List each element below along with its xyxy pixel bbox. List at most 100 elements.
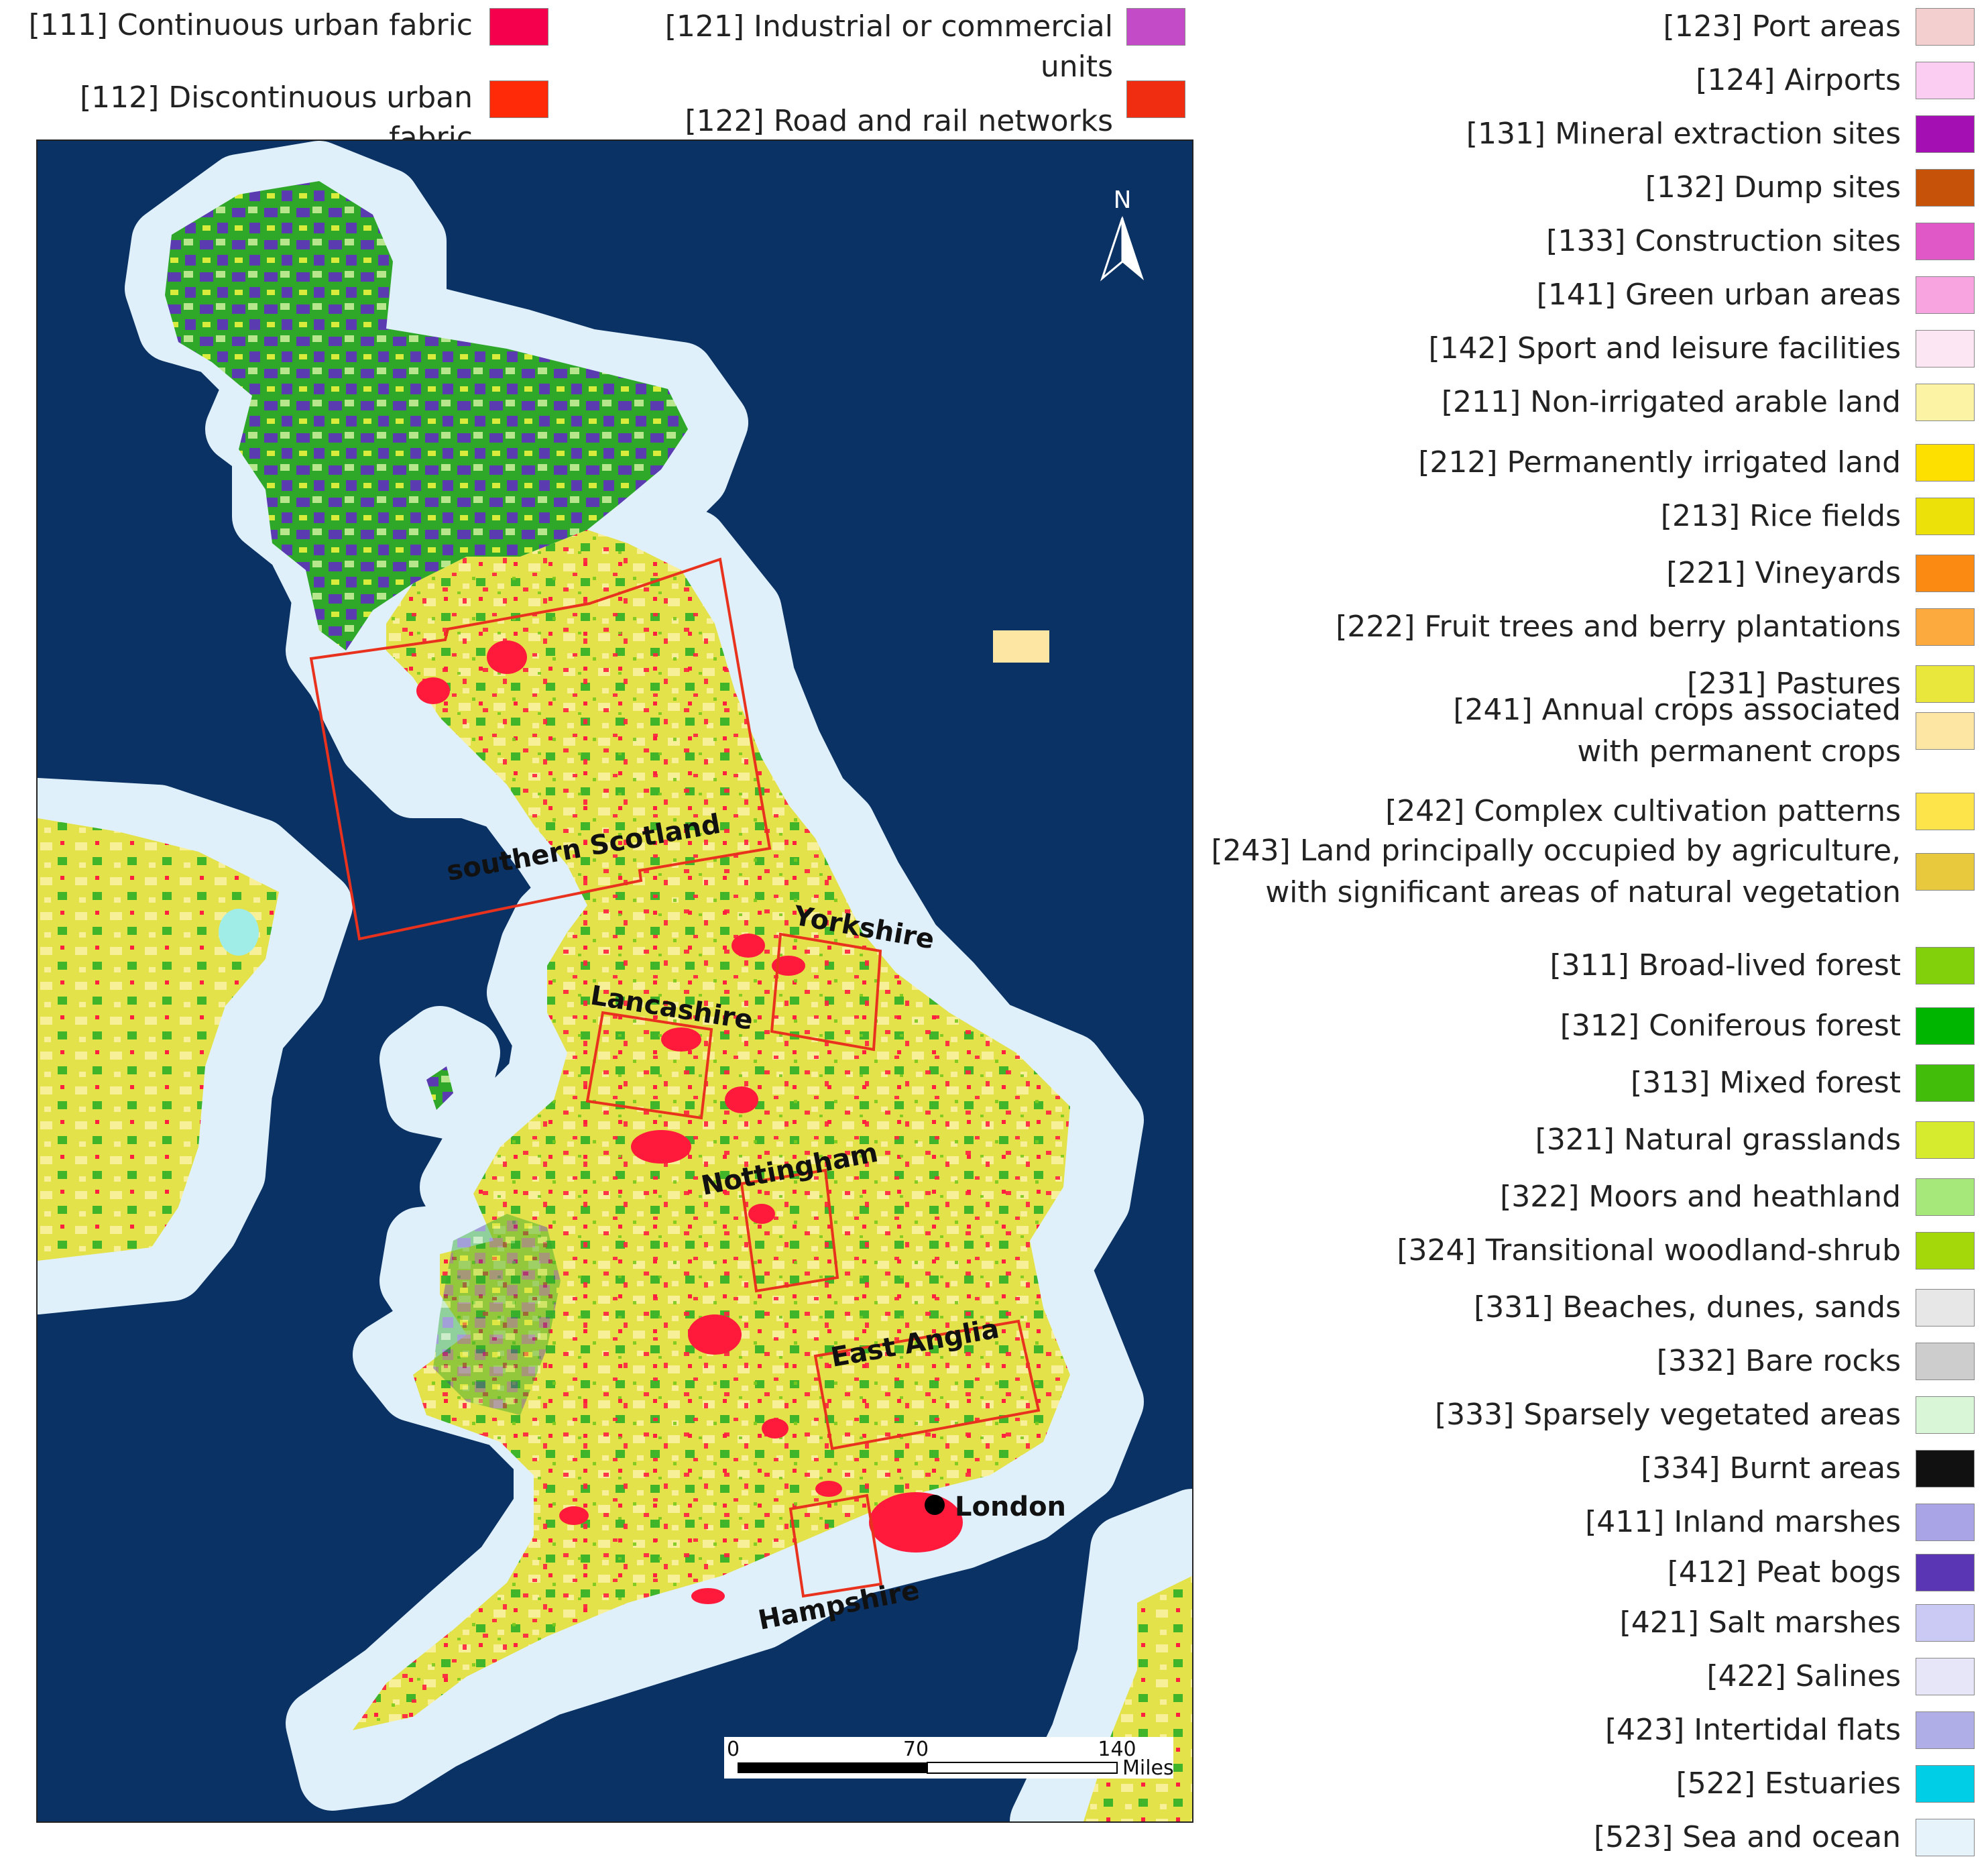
legend-label: [411] Inland marshes — [1585, 1505, 1901, 1539]
study-box-hampshire — [788, 1494, 883, 1598]
legend-label: [333] Sparsely vegetated areas — [1434, 1398, 1901, 1432]
legend-item: [133] Construction sites — [1220, 221, 1988, 262]
legend-item: [523] Sea and ocean — [1220, 1817, 1988, 1858]
legend-swatch — [1916, 1711, 1975, 1749]
legend-label: [211] Non-irrigated arable land — [1441, 385, 1901, 419]
legend-swatch-122 — [1126, 80, 1185, 118]
legend-label: [332] Bare rocks — [1656, 1344, 1901, 1378]
study-box-lancashire — [585, 1011, 713, 1120]
legend-swatch — [1916, 384, 1975, 421]
legend-swatch — [1916, 1658, 1975, 1695]
legend-swatch — [1916, 8, 1975, 46]
study-box-nottingham — [740, 1168, 839, 1293]
legend-label: [421] Salt marshes — [1619, 1605, 1901, 1640]
legend-label: [331] Beaches, dunes, sands — [1474, 1290, 1901, 1325]
legend-swatch-121 — [1126, 8, 1185, 46]
legend-label: [242] Complex cultivation patterns — [1385, 794, 1901, 828]
legend-item: [322] Moors and heathland — [1220, 1176, 1988, 1218]
legend-swatch — [1916, 1178, 1975, 1216]
legend-label: [133] Construction sites — [1546, 224, 1901, 258]
legend-label: [212] Permanently irrigated land — [1418, 445, 1901, 480]
legend-swatch — [1916, 1343, 1975, 1380]
legend-swatch — [1916, 330, 1975, 368]
legend-label: [213] Rice fields — [1660, 499, 1901, 533]
legend-item: [241] Annual crops associated with perma… — [1220, 689, 1988, 773]
legend-item: [321] Natural grasslands — [1220, 1119, 1988, 1161]
scale-bar: 0 70 140 Miles — [724, 1737, 1174, 1780]
legend-item: [242] Complex cultivation patterns — [1220, 791, 1988, 832]
legend-swatch — [1916, 223, 1975, 260]
legend-item: [422] Salines — [1220, 1656, 1988, 1697]
legend-swatch — [1916, 793, 1975, 830]
legend-item: [332] Bare rocks — [1220, 1341, 1988, 1382]
legend-label: [324] Transitional woodland-shrub — [1397, 1233, 1901, 1268]
legend-label: [123] Port areas — [1663, 9, 1901, 44]
legend-item: [211] Non-irrigated arable land — [1220, 382, 1988, 423]
legend-label: [311] Broad-lived forest — [1550, 948, 1901, 982]
legend-item: [141] Green urban areas — [1220, 274, 1988, 316]
legend-swatch — [1916, 1007, 1975, 1045]
legend-item: [331] Beaches, dunes, sands — [1220, 1287, 1988, 1329]
legend-swatch — [1916, 1819, 1975, 1856]
london-marker: London — [925, 1491, 1066, 1522]
legend-swatch — [1916, 1289, 1975, 1327]
legend-swatch — [1916, 1396, 1975, 1434]
legend-label: [112] Discontinuous urban fabric — [79, 80, 473, 155]
legend-swatch — [1916, 1121, 1975, 1159]
legend-label: [121] Industrial or commercial units — [664, 9, 1113, 84]
legend-swatch — [1916, 665, 1975, 703]
legend-swatch — [1916, 115, 1975, 153]
legend-item: [411] Inland marshes — [1220, 1502, 1988, 1543]
study-box-yorkshire — [770, 932, 882, 1052]
legend-label: [142] Sport and leisure facilities — [1428, 331, 1901, 365]
legend-label: [141] Green urban areas — [1536, 278, 1901, 312]
legend-label: [334] Burnt areas — [1641, 1451, 1901, 1485]
legend-swatch — [1916, 608, 1975, 646]
north-sea-patch — [993, 630, 1049, 663]
legend-swatch — [1916, 853, 1975, 891]
legend-item: [222] Fruit trees and berry plantations — [1220, 606, 1988, 648]
legend-label: [221] Vineyards — [1666, 556, 1901, 590]
legend-item: [213] Rice fields — [1220, 496, 1988, 537]
legend-item: [412] Peat bogs — [1220, 1552, 1988, 1593]
isle-of-man — [426, 1066, 453, 1110]
legend-swatch — [1916, 498, 1975, 535]
north-label: N — [1114, 186, 1132, 214]
scale-unit: Miles — [1122, 1756, 1174, 1780]
north-arrow: N — [1100, 186, 1145, 282]
top-legend: [111] Continuous urban fabric [112] Disc… — [0, 0, 1207, 180]
legend-item: [231] Pastures — [1220, 663, 1988, 705]
legend-swatch — [1916, 276, 1975, 314]
legend-item-121: [121] Industrial or commercial units — [603, 7, 1113, 87]
legend-item: [132] Dump sites — [1220, 167, 1988, 209]
legend-item: [324] Transitional woodland-shrub — [1220, 1230, 1988, 1272]
legend-swatch — [1916, 169, 1975, 207]
great-britain-landmass — [165, 181, 1070, 1730]
ireland-landmass — [38, 818, 279, 1261]
legend-swatch — [1916, 1504, 1975, 1541]
legend-item: [123] Port areas — [1220, 6, 1988, 48]
legend-swatch — [1916, 1232, 1975, 1270]
legend-label: [131] Mineral extraction sites — [1466, 117, 1901, 151]
legend-label: [313] Mixed forest — [1631, 1066, 1901, 1100]
legend-swatch — [1916, 444, 1975, 482]
legend-label: [243] Land principally occupied by agric… — [1211, 834, 1901, 909]
legend-swatch — [1916, 1765, 1975, 1803]
legend-label: [132] Dump sites — [1645, 170, 1901, 205]
legend-swatch — [1916, 1604, 1975, 1642]
legend-swatch — [1916, 947, 1975, 984]
legend-item-112: [112] Discontinuous urban fabric — [7, 78, 473, 158]
legend-swatch — [1916, 712, 1975, 750]
legend-label: [423] Intertidal flats — [1604, 1713, 1901, 1747]
legend-label: [422] Salines — [1706, 1659, 1901, 1693]
legend-item: [131] Mineral extraction sites — [1220, 113, 1988, 155]
legend-item: [243] Land principally occupied by agric… — [1211, 830, 1988, 913]
legend-label: [222] Fruit trees and berry plantations — [1336, 610, 1901, 644]
scale-tick-70: 70 — [903, 1738, 929, 1761]
legend-label: [124] Airports — [1696, 63, 1901, 97]
legend-swatch — [1916, 1064, 1975, 1102]
legend-item: [333] Sparsely vegetated areas — [1220, 1394, 1988, 1436]
legend-label: [241] Annual crops associated with perma… — [1453, 693, 1901, 769]
scale-tick-0: 0 — [727, 1738, 740, 1761]
legend-item: [313] Mixed forest — [1220, 1062, 1988, 1104]
